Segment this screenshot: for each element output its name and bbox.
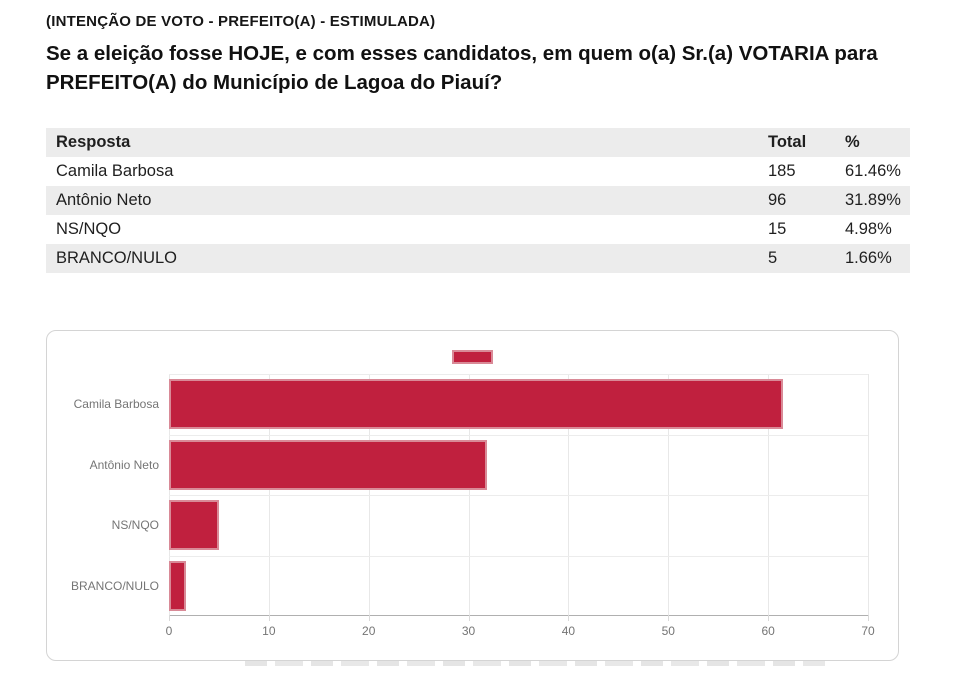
chart-bar (169, 500, 219, 550)
chart-category-label: BRANCO/NULO (70, 578, 159, 593)
row-separator-line (169, 495, 868, 496)
table-row: BRANCO/NULO 5 1.66% (46, 244, 910, 273)
table-header-row: Resposta Total % (46, 128, 910, 157)
x-axis-tick (468, 615, 470, 621)
gridline (568, 374, 570, 615)
chart-legend (47, 331, 898, 364)
gridline (468, 374, 470, 615)
cell-total: 185 (768, 162, 796, 180)
gridline (268, 374, 270, 615)
column-header-pct: % (845, 133, 860, 151)
results-table: Resposta Total % Camila Barbosa 185 61.4… (46, 128, 910, 273)
cell-total: 96 (768, 191, 787, 209)
chart-category-label: NS/NQO (111, 518, 159, 533)
table-row: Antônio Neto 96 31.89% (46, 186, 910, 215)
table-row: Camila Barbosa 185 61.46% (46, 157, 910, 186)
bar-chart-card: 0 10 20 30 40 50 60 70 Camila Barbosa Antônio Net… (46, 330, 899, 661)
chart-bar (169, 560, 186, 611)
report-page: (INTENÇÃO DE VOTO - PREFEITO(A) - ESTIMU… (46, 13, 910, 666)
chart-bar (169, 439, 488, 490)
x-axis-tick-label: 30 (461, 624, 476, 638)
column-header-resposta: Resposta (56, 133, 131, 151)
chart-bar (169, 379, 783, 429)
cell-pct: 31.89% (845, 191, 901, 209)
legend-swatch (452, 350, 493, 364)
row-separator-line (169, 434, 868, 436)
row-separator-line (169, 555, 868, 557)
x-axis-tick-label: 0 (165, 624, 173, 638)
cell-pct: 4.98% (845, 220, 892, 238)
plot-top-border (169, 374, 868, 375)
poll-subtitle: (INTENÇÃO DE VOTO - PREFEITO(A) - ESTIMU… (46, 13, 436, 30)
x-axis-tick (668, 615, 670, 621)
x-axis-tick (568, 615, 570, 621)
poll-question: Se a eleição fosse HOJE, e com esses can… (46, 42, 878, 94)
bottom-cropped-text (245, 661, 825, 666)
gridline (368, 374, 370, 615)
chart-category-label: Camila Barbosa (73, 397, 159, 412)
x-axis-tick-label: 70 (861, 624, 875, 638)
x-axis-tick-label: 40 (561, 624, 576, 638)
cell-resposta: Antônio Neto (56, 191, 152, 209)
chart-category-label: Antônio Neto (89, 457, 159, 472)
cell-resposta: NS/NQO (56, 220, 122, 238)
cell-pct: 61.46% (845, 162, 901, 180)
x-axis-tick-label: 20 (362, 624, 376, 638)
gridline (668, 374, 670, 615)
x-axis-tick (768, 615, 770, 621)
column-header-total: Total (768, 133, 807, 151)
cell-resposta: BRANCO/NULO (56, 249, 178, 267)
gridline (868, 374, 869, 615)
x-axis-tick (169, 615, 170, 621)
bar-chart-plot-area: 0 10 20 30 40 50 60 70 Camila Barbosa Antônio Net… (71, 374, 875, 638)
cell-resposta: Camila Barbosa (56, 162, 174, 180)
gridline (169, 374, 170, 615)
x-axis-tick (268, 615, 270, 621)
x-axis-tick-label: 50 (661, 624, 675, 638)
cell-total: 15 (768, 220, 787, 238)
x-axis-tick-label: 60 (761, 624, 775, 638)
gridline (768, 374, 770, 615)
x-axis-tick (868, 615, 869, 621)
cell-total: 5 (768, 249, 778, 267)
cell-pct: 1.66% (845, 249, 892, 267)
x-axis-tick-label: 10 (262, 624, 276, 638)
x-axis-tick (368, 615, 370, 621)
table-row: NS/NQO 15 4.98% (46, 215, 910, 244)
